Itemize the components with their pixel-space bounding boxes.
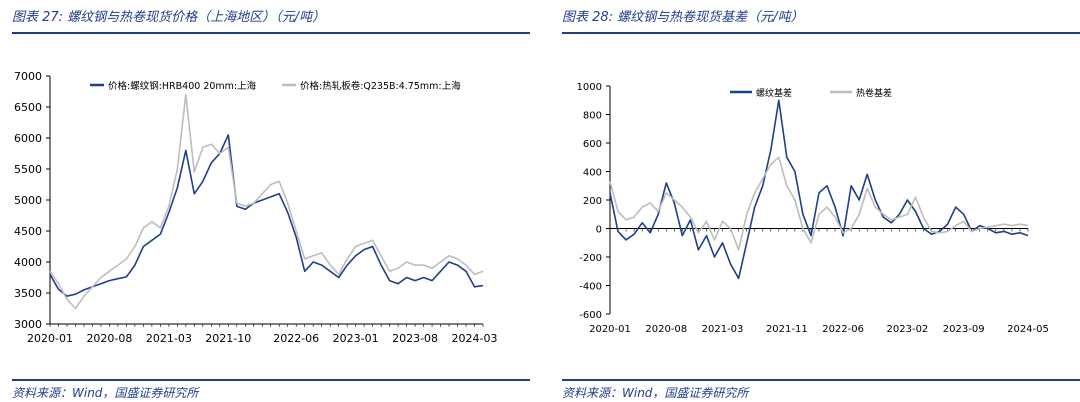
x-tick-label: 2020-08 (645, 324, 687, 335)
x-tick-label: 2020-01 (27, 332, 73, 345)
x-tick-label: 2020-01 (589, 324, 631, 335)
y-tick-label: 0 (596, 225, 602, 236)
price-line-chart: 3000 3500 4000 4500 5000 5500 6000 6500 7000 2020… (14, 70, 498, 345)
y-tick-label: 3500 (14, 287, 42, 300)
y-tick-label: 800 (583, 111, 602, 122)
y-tick-label: 4000 (14, 256, 42, 269)
figure-28: 图表 28: 螺纹钢与热卷现货基差（元/吨） -600 -400 -200 0 200 4… (550, 0, 1080, 402)
legend: 螺纹基差 热卷基差 (730, 87, 892, 99)
series-line-1 (49, 93, 484, 310)
source-rule (12, 379, 530, 381)
x-tick-label: 2021-03 (702, 324, 744, 335)
y-tick-label: 5500 (14, 163, 42, 176)
x-tick-label: 2021-03 (146, 332, 192, 345)
basis-line-chart: -600 -400 -200 0 200 400 600 800 1000 2020-01 2020… (577, 82, 1049, 335)
y-tick-label: 5000 (14, 194, 42, 207)
y-tick-label: -600 (579, 310, 602, 321)
y-tick-label: 600 (583, 139, 602, 150)
y-tick-label: 1000 (577, 82, 602, 93)
y-tick-label: 400 (583, 168, 602, 179)
figure-title: 图表 27: 螺纹钢与热卷现货价格（上海地区）（元/吨） (12, 10, 326, 25)
y-tick-label: 4500 (14, 225, 42, 238)
y-tick-label: -200 (579, 253, 602, 264)
x-tick-label: 2023-02 (887, 324, 929, 335)
y-tick-label: 200 (583, 196, 602, 207)
x-tick-label: 2023-01 (333, 332, 379, 345)
y-tick-label: 6000 (14, 132, 42, 145)
y-tick-label: 3000 (14, 318, 42, 331)
figure-title: 图表 28: 螺纹钢与热卷现货基差（元/吨） (562, 10, 804, 25)
series-line-1 (609, 156, 1029, 251)
x-tick-label: 2024-03 (452, 332, 498, 345)
x-tick-label: 2023-09 (943, 324, 985, 335)
y-tick-label: 7000 (14, 70, 42, 83)
legend: 价格:螺纹钢:HRB400 20mm:上海 价格:热轧板卷:Q235B:4.75m… (90, 80, 461, 92)
figure-source: 资料来源：Wind，国盛证券研究所 (562, 386, 749, 400)
x-tick-label: 2022-06 (822, 324, 864, 335)
series-line-0 (49, 134, 484, 297)
y-tick-label: 6500 (14, 101, 42, 114)
x-tick-label: 2023-08 (392, 332, 438, 345)
title-rule (12, 32, 530, 34)
x-tick-label: 2021-11 (766, 324, 808, 335)
legend-label: 螺纹基差 (756, 87, 792, 99)
source-rule (562, 379, 1080, 381)
figure-27: 图表 27: 螺纹钢与热卷现货价格（上海地区）（元/吨） 3000 3500 400… (0, 0, 530, 402)
x-tick-label: 2020-08 (86, 332, 132, 345)
y-tick-label: -400 (579, 282, 602, 293)
x-tick-label: 2021-10 (205, 332, 251, 345)
figure-source: 资料来源：Wind，国盛证券研究所 (12, 386, 199, 400)
x-tick-label: 2024-05 (1007, 324, 1049, 335)
x-tick-label: 2022-06 (273, 332, 319, 345)
legend-label: 价格:螺纹钢:HRB400 20mm:上海 (108, 80, 257, 92)
legend-label: 热卷基差 (856, 87, 892, 99)
title-rule (562, 32, 1080, 34)
series-line-0 (609, 99, 1029, 280)
legend-label: 价格:热轧板卷:Q235B:4.75mm:上海 (300, 80, 461, 92)
